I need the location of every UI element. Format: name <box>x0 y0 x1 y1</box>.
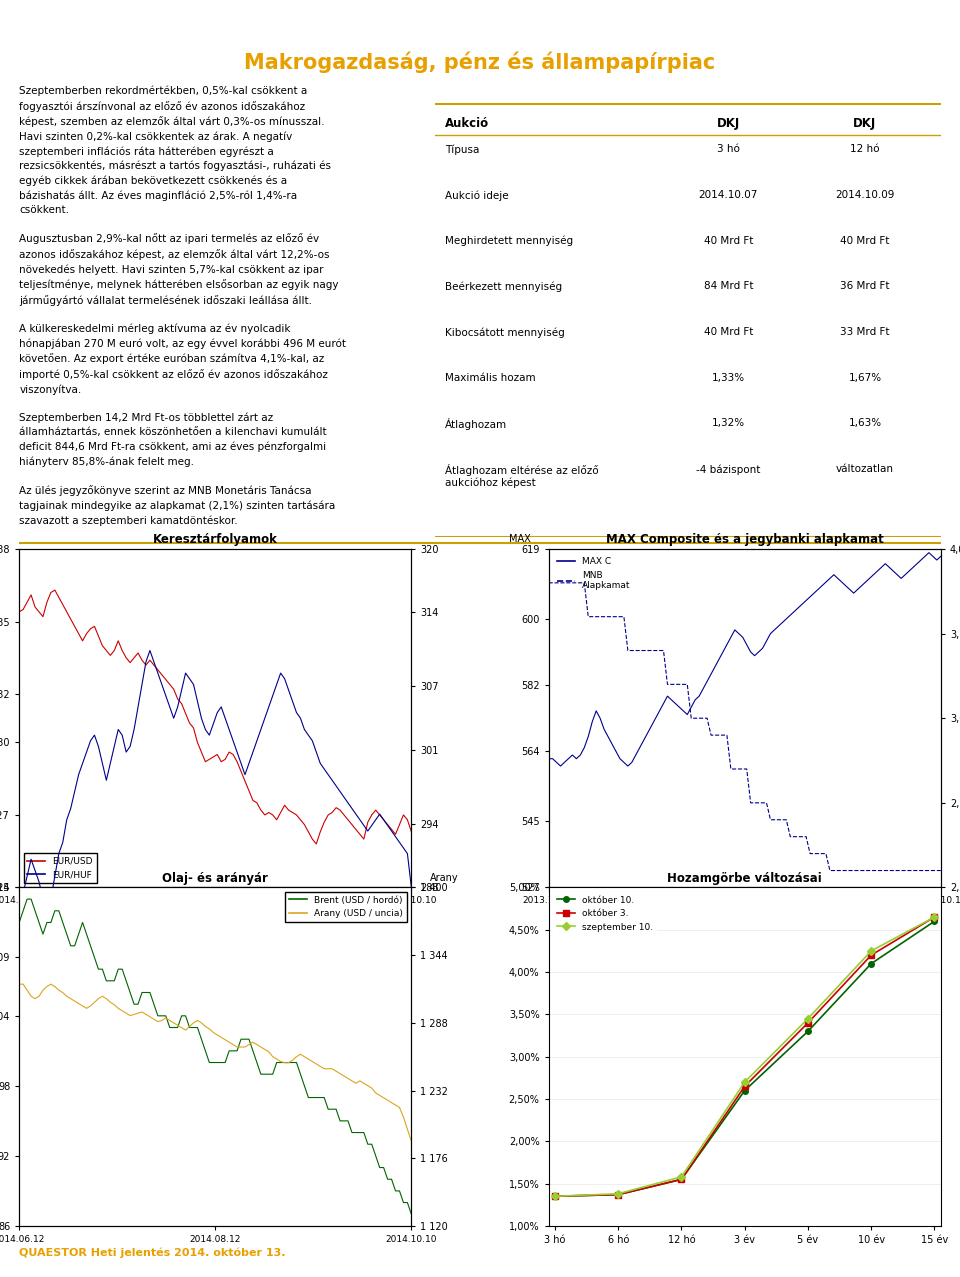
szeptember 10. <box>803 1011 814 1027</box>
Text: -4 bázispont: -4 bázispont <box>696 464 760 475</box>
Text: 1,32%: 1,32% <box>711 419 745 429</box>
szeptember 10. <box>549 1189 561 1204</box>
Legend: Brent (USD / hordó), Arany (USD / uncia): Brent (USD / hordó), Arany (USD / uncia) <box>285 891 407 922</box>
Text: Maximális hozam: Maximális hozam <box>444 373 536 383</box>
szeptember 10. <box>739 1074 751 1089</box>
Text: Meghirdetett mennyiség: Meghirdetett mennyiség <box>444 236 573 246</box>
Text: QUAESTOR Heti jelentés 2014. október 13.: QUAESTOR Heti jelentés 2014. október 13. <box>19 1248 286 1258</box>
szeptember 10. <box>676 1170 687 1185</box>
Text: 1,63%: 1,63% <box>849 419 881 429</box>
október 3. <box>866 948 877 963</box>
Text: 12 hó: 12 hó <box>851 144 879 155</box>
Text: Aukció: Aukció <box>444 117 489 130</box>
szeptember 10. <box>866 944 877 959</box>
Text: 40 Mrd Ft: 40 Mrd Ft <box>840 236 890 245</box>
Text: 1,67%: 1,67% <box>849 373 881 383</box>
Text: Kibocsátott mennyiség: Kibocsátott mennyiség <box>444 327 564 337</box>
Line: október 10.: október 10. <box>552 918 937 1199</box>
Text: változatlan: változatlan <box>836 464 894 474</box>
Text: Átlaghozam: Átlaghozam <box>444 419 507 430</box>
Text: 2014.10.07: 2014.10.07 <box>699 190 758 200</box>
Text: DKJ: DKJ <box>717 117 740 130</box>
Title: Hozamgörbe változásai: Hozamgörbe változásai <box>667 872 822 885</box>
október 3. <box>549 1189 561 1204</box>
Text: 40 Mrd Ft: 40 Mrd Ft <box>704 236 753 245</box>
szeptember 10. <box>612 1186 624 1202</box>
Text: MAX: MAX <box>510 534 531 544</box>
Text: DKJ: DKJ <box>853 117 876 130</box>
október 3. <box>739 1079 751 1094</box>
október 10. <box>549 1189 561 1204</box>
október 10. <box>676 1172 687 1188</box>
október 10. <box>866 956 877 972</box>
Text: Beérkezett mennyiség: Beérkezett mennyiség <box>444 281 562 292</box>
Title: Keresztárfolyamok: Keresztárfolyamok <box>153 534 277 547</box>
Text: Makrogazdaság, pénz és állampapírpiac: Makrogazdaság, pénz és állampapírpiac <box>245 51 715 73</box>
Text: 1,33%: 1,33% <box>711 373 745 383</box>
Text: Arany: Arany <box>430 872 459 882</box>
Line: szeptember 10.: szeptember 10. <box>552 914 937 1199</box>
Text: Szeptemberben rekordmértékben, 0,5%-kal csökkent a
fogyasztói árszínvonal az elő: Szeptemberben rekordmértékben, 0,5%-kal … <box>19 86 347 526</box>
Text: 3 hó: 3 hó <box>717 144 740 155</box>
Text: 40 Mrd Ft: 40 Mrd Ft <box>704 327 753 337</box>
október 10. <box>739 1083 751 1098</box>
Text: 84 Mrd Ft: 84 Mrd Ft <box>704 281 753 291</box>
Title: Olaj- és arányár: Olaj- és arányár <box>162 872 268 885</box>
Legend: EUR/USD, EUR/HUF: EUR/USD, EUR/HUF <box>24 853 97 882</box>
Text: Aukció ideje: Aukció ideje <box>444 190 509 200</box>
október 3. <box>928 909 940 925</box>
október 10. <box>803 1024 814 1039</box>
október 3. <box>612 1186 624 1202</box>
Text: Típusa: Típusa <box>444 144 479 155</box>
Text: 33 Mrd Ft: 33 Mrd Ft <box>840 327 890 337</box>
Text: Átlaghozam eltérése az előző
aukcióhoz képest: Átlaghozam eltérése az előző aukcióhoz k… <box>444 464 599 488</box>
Title: MAX Composite és a jegybanki alapkamat: MAX Composite és a jegybanki alapkamat <box>606 534 883 547</box>
október 3. <box>803 1015 814 1031</box>
Legend: október 10., október 3., szeptember 10.: október 10., október 3., szeptember 10. <box>553 891 657 935</box>
Text: 2014.10.09: 2014.10.09 <box>835 190 895 200</box>
Text: 36 Mrd Ft: 36 Mrd Ft <box>840 281 890 291</box>
szeptember 10. <box>928 909 940 925</box>
október 10. <box>928 913 940 928</box>
Legend: MAX C, MNB
Alapkamat: MAX C, MNB Alapkamat <box>553 553 635 594</box>
Line: október 3.: október 3. <box>552 914 937 1199</box>
október 3. <box>676 1172 687 1188</box>
október 10. <box>612 1186 624 1202</box>
